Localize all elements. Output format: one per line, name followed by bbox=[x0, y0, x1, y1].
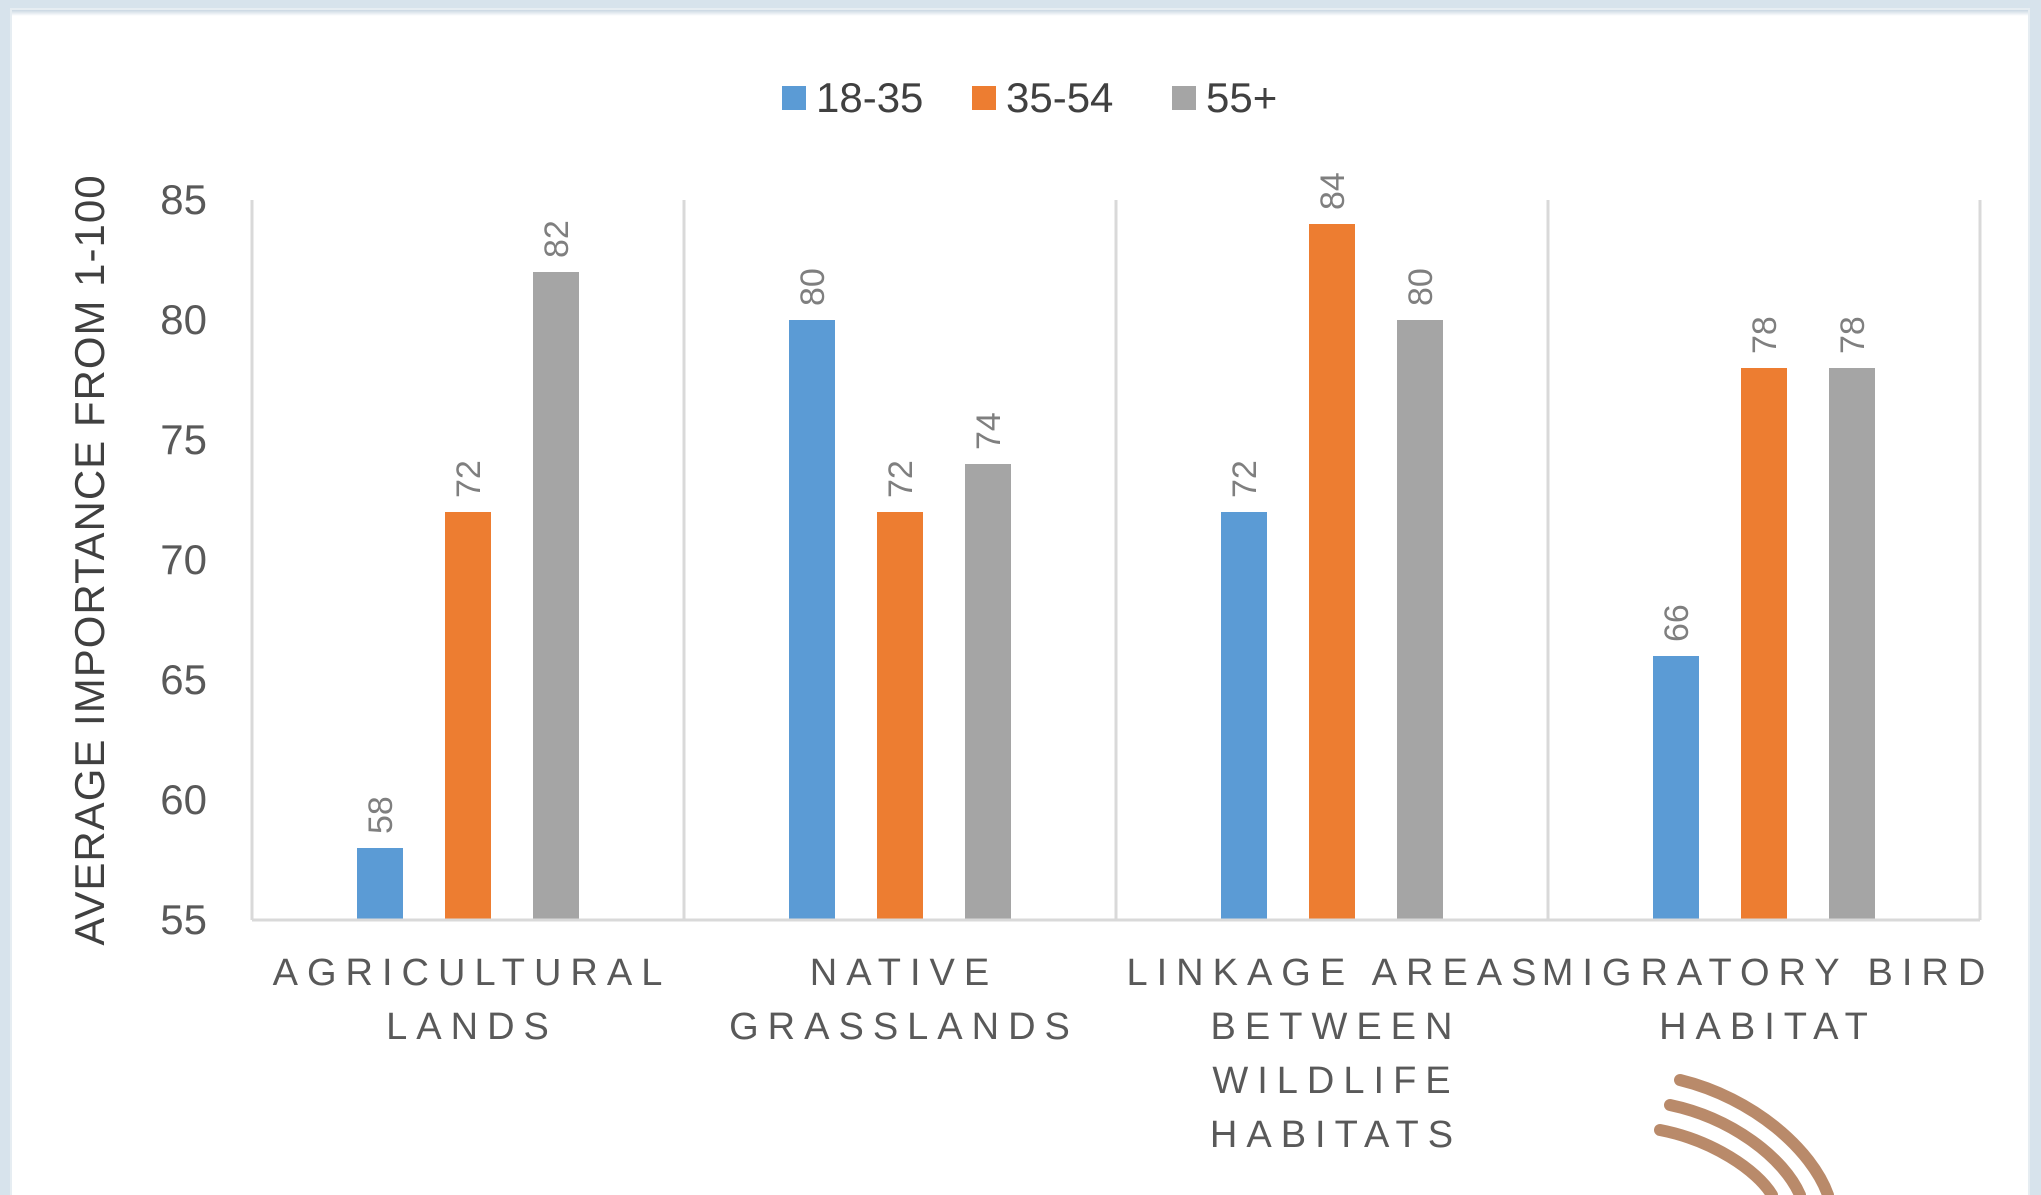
data-label: 72 bbox=[1226, 460, 1264, 498]
y-tick-label: 55 bbox=[160, 896, 207, 943]
data-label: 72 bbox=[450, 460, 488, 498]
bar-18-35 bbox=[789, 320, 835, 920]
legend-swatch-18-35 bbox=[782, 86, 806, 110]
x-axis-categories: AGRICULTURAL LANDS NATIVE GRASSLANDS LINKAGE… bbox=[273, 952, 1995, 1156]
y-axis-label: AVERAGE IMPORTANCE FROM 1-100 bbox=[66, 174, 113, 945]
legend-swatch-35-54 bbox=[972, 86, 996, 110]
bar-55+ bbox=[1397, 320, 1443, 920]
legend: 18-35 35-54 55+ bbox=[782, 74, 1277, 121]
bar-55+ bbox=[1829, 368, 1875, 920]
data-label: 80 bbox=[1402, 268, 1440, 306]
data-label: 80 bbox=[794, 268, 832, 306]
y-tick-label: 85 bbox=[160, 176, 207, 223]
chart-container: 18-35 35-54 55+ AVERAGE IMPORTANCE FROM 1-… bbox=[12, 10, 2028, 1195]
data-label: 78 bbox=[1834, 316, 1872, 354]
legend-label: 55+ bbox=[1206, 74, 1277, 121]
y-tick-label: 75 bbox=[160, 416, 207, 463]
bar-18-35 bbox=[1221, 512, 1267, 920]
category-label: AGRICULTURAL LANDS bbox=[273, 952, 672, 1048]
logo-waves-icon bbox=[1654, 1074, 1834, 1195]
y-tick-label: 80 bbox=[160, 296, 207, 343]
legend-label: 18-35 bbox=[816, 74, 923, 121]
data-label: 84 bbox=[1314, 172, 1352, 210]
bar-55+ bbox=[533, 272, 579, 920]
bar-55+ bbox=[965, 464, 1011, 920]
data-label: 72 bbox=[882, 460, 920, 498]
bar-chart: 18-35 35-54 55+ AVERAGE IMPORTANCE FROM 1-… bbox=[66, 74, 1995, 1195]
data-labels: 58 72 82 80 72 74 72 84 80 66 78 78 bbox=[362, 172, 1872, 834]
data-label: 66 bbox=[1658, 604, 1696, 642]
data-label: 82 bbox=[538, 220, 576, 258]
bar-35-54 bbox=[445, 512, 491, 920]
category-separators bbox=[250, 200, 1982, 920]
bar-35-54 bbox=[877, 512, 923, 920]
bar-35-54 bbox=[1741, 368, 1787, 920]
legend-swatch-55+ bbox=[1172, 86, 1196, 110]
bar-35-54 bbox=[1309, 224, 1355, 920]
data-label: 74 bbox=[970, 412, 1008, 450]
legend-label: 35-54 bbox=[1006, 74, 1113, 121]
y-tick-label: 70 bbox=[160, 536, 207, 583]
bar-18-35 bbox=[1653, 656, 1699, 920]
category-label: MIGRATORY BIRD HABITAT bbox=[1542, 952, 1995, 1048]
data-label: 58 bbox=[362, 796, 400, 834]
bar-18-35 bbox=[357, 848, 403, 920]
category-label: LINKAGE AREAS BETWEEN WILDLIFE HABITATS bbox=[1126, 952, 1545, 1156]
y-tick-label: 65 bbox=[160, 656, 207, 703]
data-label: 78 bbox=[1746, 316, 1784, 354]
bars bbox=[357, 224, 1875, 920]
category-label: NATIVE GRASSLANDS bbox=[729, 952, 1079, 1048]
y-tick-label: 60 bbox=[160, 776, 207, 823]
y-axis-ticks: 55 60 65 70 75 80 85 bbox=[160, 176, 207, 943]
